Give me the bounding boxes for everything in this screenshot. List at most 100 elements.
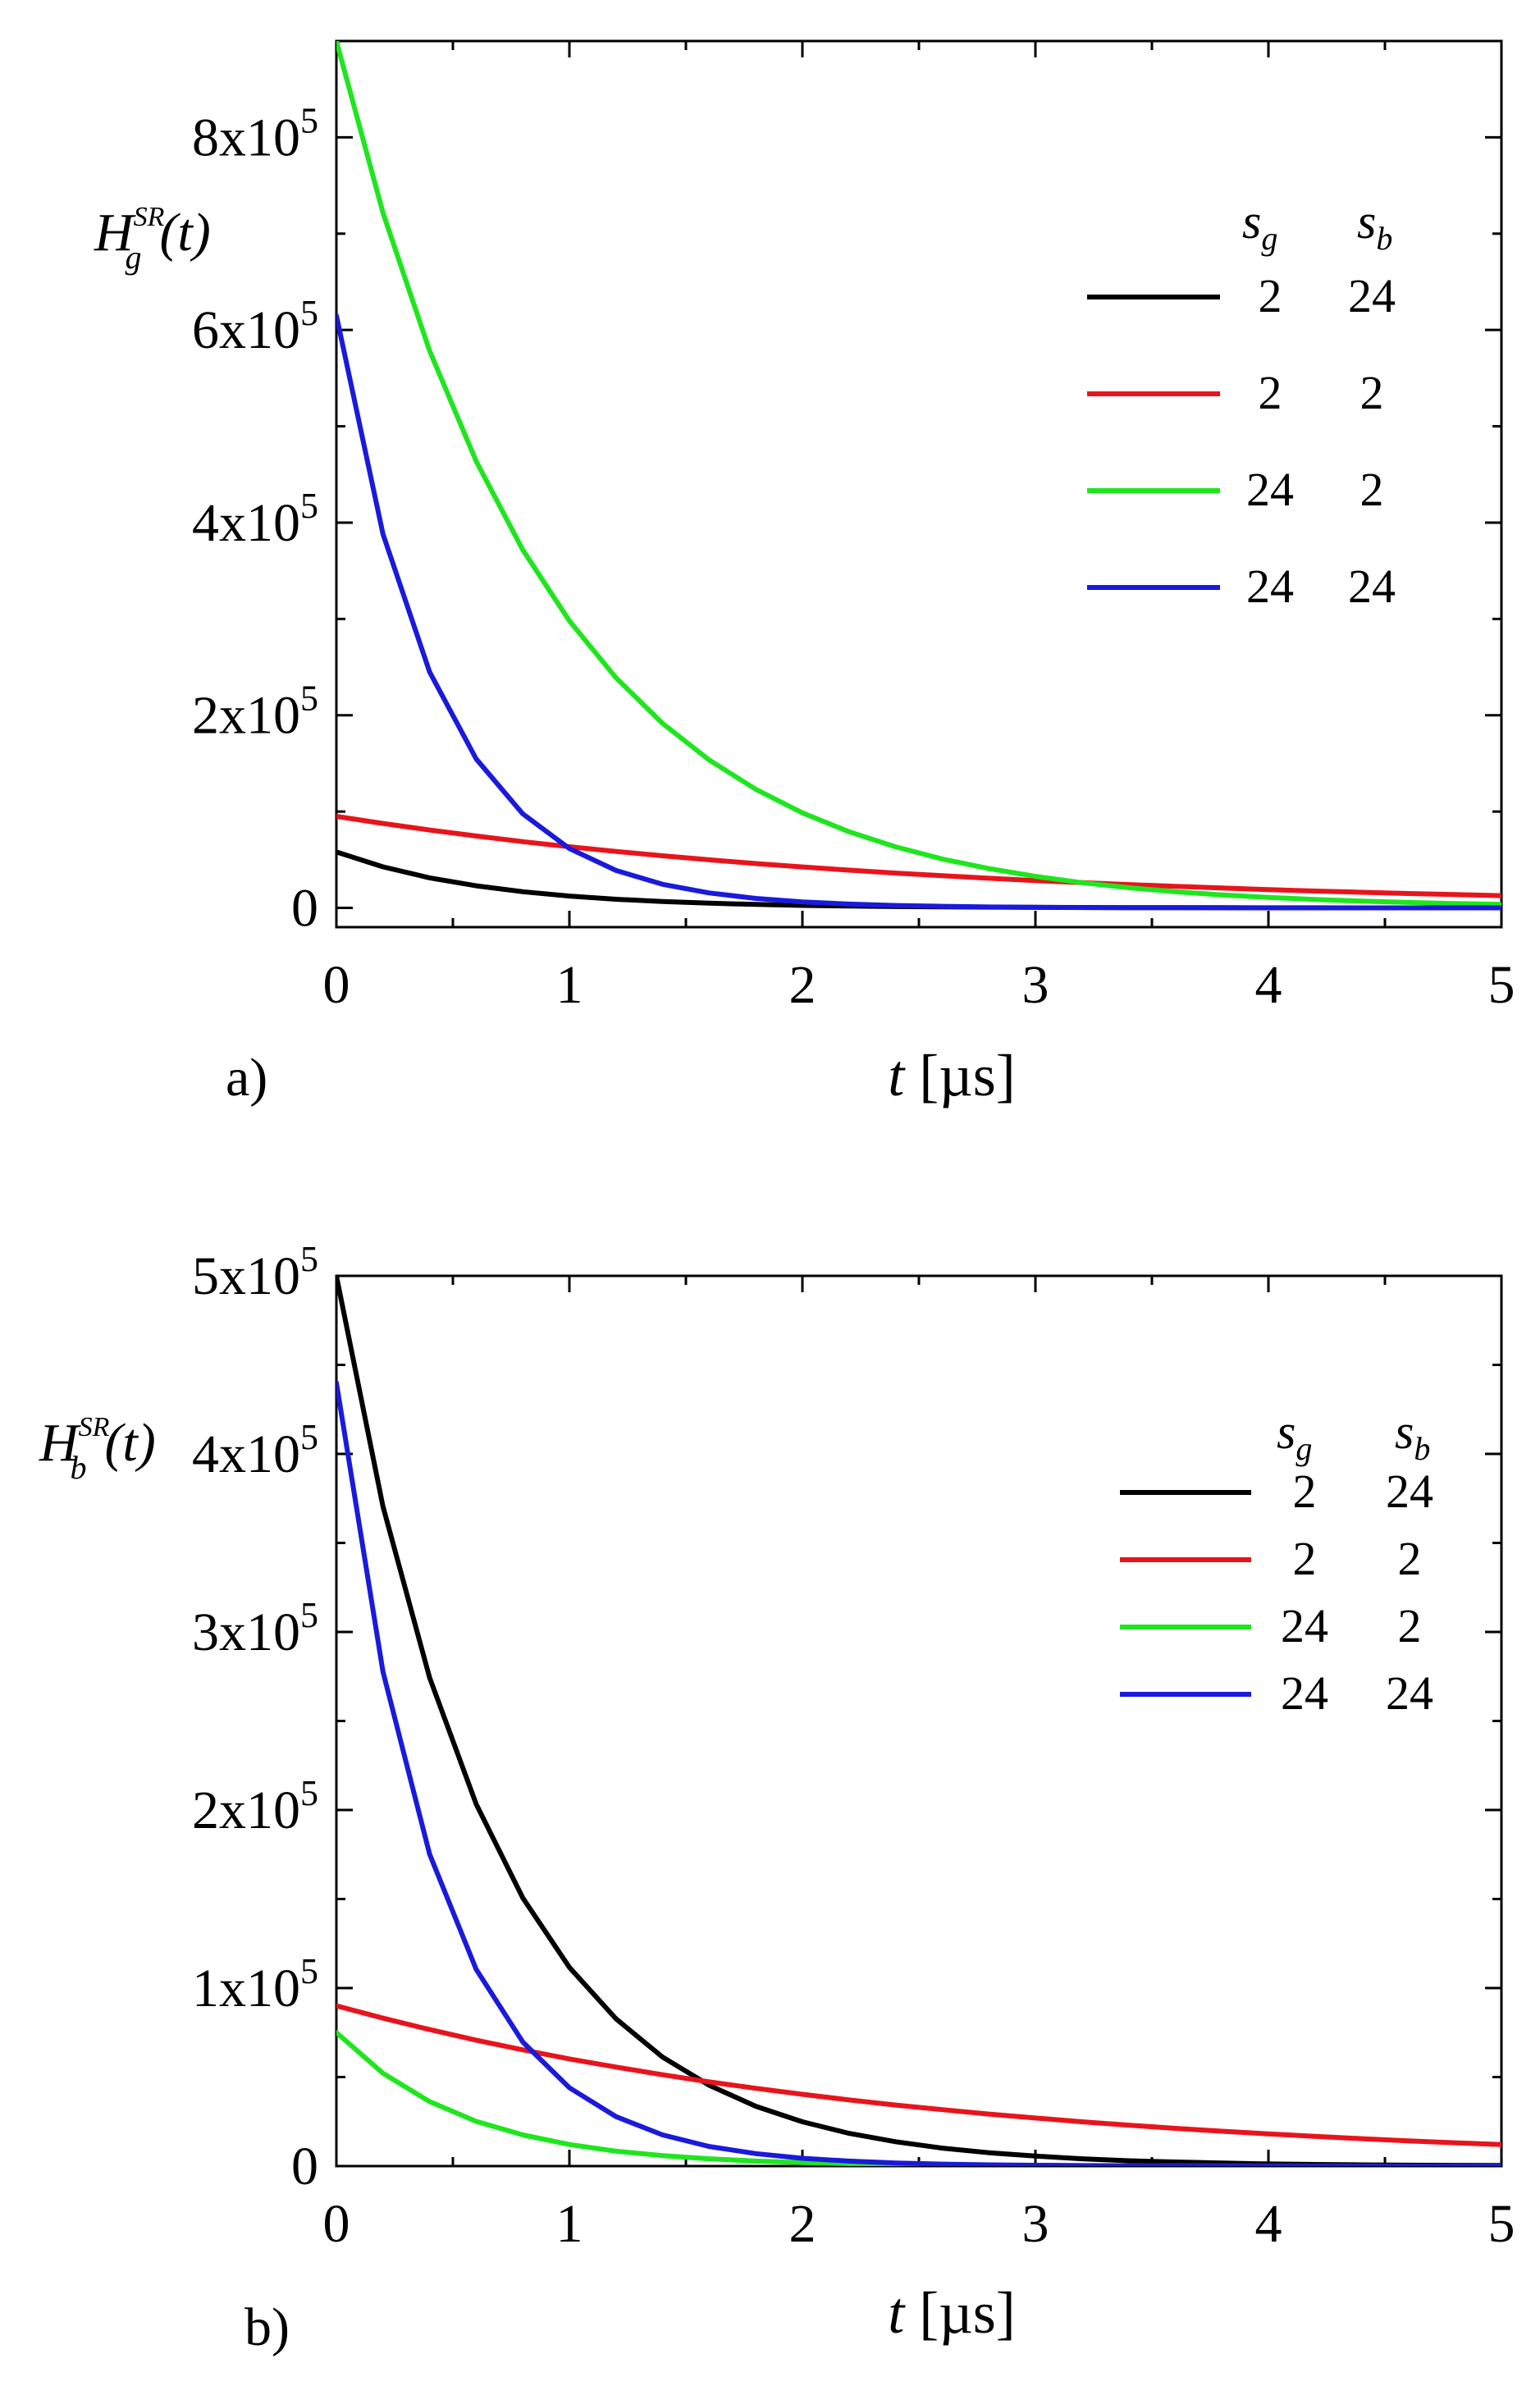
y-tick-exponent: 5 <box>300 100 318 140</box>
legend-header-sb-main: s <box>1395 1405 1414 1459</box>
y-tick-label: 4x105 <box>192 1417 318 1484</box>
y-tick-mantissa: 0 <box>291 2137 318 2196</box>
y-tick-exponent: 5 <box>300 293 318 333</box>
y-tick-label: 4x105 <box>192 486 318 553</box>
y-tick-mantissa: 2x10 <box>192 686 300 746</box>
legend-sb-value: 24 <box>1348 269 1396 322</box>
legend-header-sb-sub: b <box>1414 1430 1430 1467</box>
y-tick-label: 2x105 <box>192 1773 318 1840</box>
legend-sb-value: 24 <box>1386 1666 1433 1720</box>
legend-sb-value: 24 <box>1348 560 1396 613</box>
y-tick-exponent: 5 <box>300 1239 318 1279</box>
legend-header-sb-sub: b <box>1376 220 1392 257</box>
series-line-sg24-sb2 <box>336 41 1501 907</box>
legend-sg-value: 2 <box>1259 366 1282 419</box>
plot-frame <box>335 39 1503 929</box>
legend-sg-value: 2 <box>1293 1465 1317 1518</box>
y-label-superscript: SR <box>79 1412 110 1442</box>
x-tick-label: 5 <box>1488 955 1515 1015</box>
y-tick-mantissa: 3x10 <box>192 1602 300 1662</box>
x-label-variable: t <box>888 1043 906 1108</box>
y-tick-exponent: 5 <box>300 1773 318 1813</box>
x-tick-label: 2 <box>789 2194 816 2254</box>
x-tick-label: 4 <box>1255 2194 1282 2254</box>
legend-sg-value: 24 <box>1246 463 1294 516</box>
legend-header-sb: sb <box>1395 1405 1430 1467</box>
y-axis-label: HSR b (t) <box>39 1412 156 1486</box>
x-axis-label: t [µs] <box>888 1043 1015 1108</box>
legend-sb-value: 2 <box>1398 1599 1422 1652</box>
series-line-sg2-sb24 <box>336 1276 1501 2166</box>
x-tick-label: 0 <box>323 2194 350 2254</box>
x-tick-label: 2 <box>789 955 816 1015</box>
legend-sb-value: 2 <box>1360 366 1384 419</box>
y-tick-mantissa: 4x10 <box>192 493 300 553</box>
x-tick-label: 0 <box>323 955 350 1015</box>
y-tick-mantissa: 8x10 <box>192 107 300 167</box>
legend-sg-value: 24 <box>1281 1599 1328 1652</box>
series-line-sg24-sb24 <box>336 1380 1501 2166</box>
legend-sb-value: 24 <box>1386 1465 1433 1518</box>
y-axis-label: HSR g (t) <box>94 202 211 276</box>
x-label-variable: t <box>888 2280 906 2346</box>
series-line-sg24-sb24 <box>336 313 1501 911</box>
legend-sg-value: 24 <box>1281 1666 1328 1720</box>
panel-label: b) <box>244 2297 290 2357</box>
legend-sg-value: 2 <box>1259 269 1282 322</box>
x-label-unit: [µs] <box>904 2280 1015 2346</box>
legend-sg-value: 24 <box>1246 560 1294 613</box>
x-tick-label: 3 <box>1022 955 1049 1015</box>
series-group <box>336 41 1501 911</box>
plot-frame <box>335 1274 1503 2168</box>
legend-header-sb-main: s <box>1357 194 1376 249</box>
x-label-unit: [µs] <box>904 1043 1015 1108</box>
y-tick-mantissa: 1x10 <box>192 1959 300 2018</box>
legend-header-sg-main: s <box>1277 1405 1296 1459</box>
y-tick-label: 8x105 <box>192 100 318 167</box>
y-label-subscript: b <box>70 1449 86 1486</box>
legend-header-sg-main: s <box>1242 194 1261 249</box>
x-tick-label: 1 <box>556 955 583 1015</box>
y-label-argument: (t) <box>159 203 210 263</box>
y-tick-mantissa: 2x10 <box>192 1780 300 1840</box>
y-tick-mantissa: 5x10 <box>192 1246 300 1306</box>
x-tick-label: 4 <box>1255 955 1282 1015</box>
y-tick-label: 5x105 <box>192 1239 318 1306</box>
panel-label: a) <box>226 1048 267 1108</box>
y-tick-label: 3x105 <box>192 1595 318 1662</box>
legend-header-sg: sg <box>1277 1405 1312 1467</box>
legend: sg sb2 242 224 224 24 <box>1087 194 1396 613</box>
y-tick-exponent: 5 <box>300 679 318 719</box>
series-line-sg2-sb2 <box>336 814 1501 898</box>
y-tick-label: 0 <box>291 879 318 939</box>
legend-header-sg-sub: g <box>1296 1430 1312 1467</box>
legend-header-sg-sub: g <box>1261 220 1277 257</box>
legend-sb-value: 2 <box>1360 463 1384 516</box>
y-label-superscript: SR <box>134 202 165 232</box>
y-tick-label: 6x105 <box>192 293 318 360</box>
x-tick-label: 3 <box>1022 2194 1049 2254</box>
y-tick-label: 0 <box>291 2137 318 2196</box>
y-label-subscript: g <box>125 239 141 276</box>
legend-sb-value: 2 <box>1398 1532 1422 1585</box>
x-tick-label: 5 <box>1488 2194 1515 2254</box>
y-tick-exponent: 5 <box>300 486 318 526</box>
x-tick-label: 1 <box>556 2194 583 2254</box>
y-tick-exponent: 5 <box>300 1595 318 1635</box>
y-tick-mantissa: 4x10 <box>192 1424 300 1484</box>
y-tick-exponent: 5 <box>300 1417 318 1457</box>
y-tick-label: 1x105 <box>192 1951 318 2018</box>
legend-header-sg: sg <box>1242 194 1277 257</box>
y-label-main: H <box>39 1413 81 1473</box>
legend-header-sb: sb <box>1357 194 1392 257</box>
y-label-argument: (t) <box>104 1413 155 1473</box>
legend-sg-value: 2 <box>1293 1532 1317 1585</box>
y-label-main: H <box>94 203 136 263</box>
y-tick-mantissa: 0 <box>291 879 318 939</box>
legend: sg sb2 242 224 224 24 <box>1120 1405 1433 1720</box>
x-axis-label: t [µs] <box>888 2280 1015 2346</box>
y-tick-exponent: 5 <box>300 1951 318 1991</box>
